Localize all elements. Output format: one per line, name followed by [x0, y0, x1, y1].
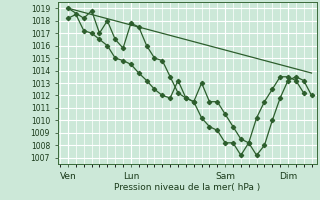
X-axis label: Pression niveau de la mer( hPa ): Pression niveau de la mer( hPa )	[114, 183, 260, 192]
